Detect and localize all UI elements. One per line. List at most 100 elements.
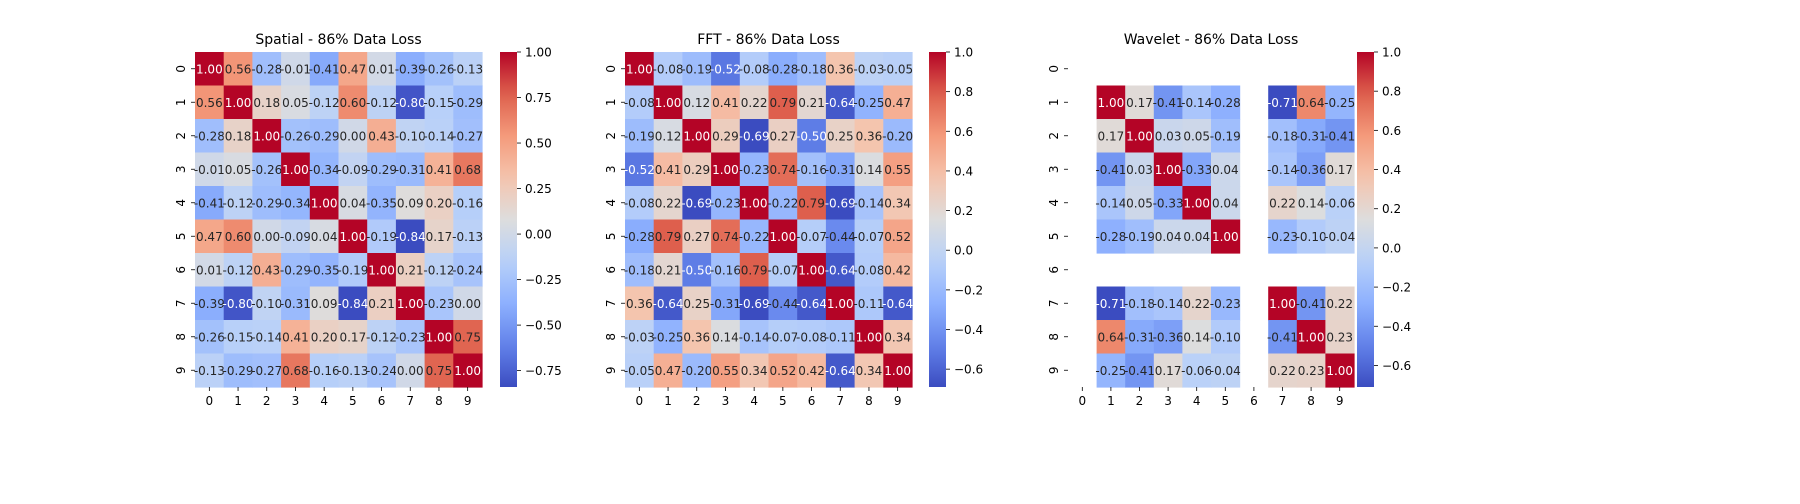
heatmap-cell xyxy=(309,353,340,388)
heatmap-cell xyxy=(797,119,827,154)
chart-title: FFT - 86% Data Loss xyxy=(697,32,840,48)
y-tick-label: 8 xyxy=(174,333,188,341)
heatmap-cell xyxy=(223,253,253,288)
cell-value-label: -0.20 xyxy=(681,364,712,378)
cell-value-label: 0.04 xyxy=(1212,163,1239,177)
heatmap-cell xyxy=(797,186,827,221)
colorbar-tick-label: 0.4 xyxy=(954,164,973,178)
heatmap-cell xyxy=(1325,286,1355,321)
cell-value-label: -0.23 xyxy=(710,196,741,210)
cell-value-label: 0.22 xyxy=(741,96,768,110)
cell-value-label: 0.17 xyxy=(1098,129,1125,143)
cell-value-label: 1.00 xyxy=(1098,96,1125,110)
heatmap-cell xyxy=(367,253,397,288)
cell-value-label: 1.00 xyxy=(311,196,338,210)
cell-value-label: 0.34 xyxy=(884,330,911,344)
cell-value-label: -0.12 xyxy=(223,196,254,210)
heatmap-cell xyxy=(195,152,225,187)
heatmap-cell xyxy=(453,186,483,221)
cell-value-label: 0.21 xyxy=(397,263,424,277)
cell-value-label: -0.12 xyxy=(223,263,254,277)
heatmap-cell xyxy=(854,186,884,221)
x-tick-label: 7 xyxy=(836,394,844,408)
y-tick-label: 4 xyxy=(1047,199,1061,207)
heatmap-cell xyxy=(682,52,712,87)
heatmap-cell xyxy=(1096,286,1126,321)
cell-value-label: 0.75 xyxy=(454,330,481,344)
cell-value-label: 0.20 xyxy=(426,196,453,210)
heatmap-cell xyxy=(395,52,426,87)
heatmap-cell xyxy=(711,52,741,87)
heatmap-cell xyxy=(1153,152,1183,187)
cell-value-label: -0.69 xyxy=(739,297,770,311)
heatmap-cell xyxy=(1153,186,1183,221)
cell-value-label: -0.08 xyxy=(853,263,884,277)
x-tick-label: 0 xyxy=(1078,394,1086,408)
y-tick-label: 0 xyxy=(174,65,188,73)
heatmap-cell xyxy=(711,152,741,187)
colorbar-tick-label: −0.2 xyxy=(1382,281,1411,295)
cell-value-label: -0.22 xyxy=(767,196,798,210)
colorbar-tick-label: 0.0 xyxy=(954,244,973,258)
cell-value-label: 0.14 xyxy=(856,163,883,177)
cell-value-label: 0.09 xyxy=(397,196,424,210)
cell-value-label: 0.43 xyxy=(253,263,280,277)
heatmap-cell xyxy=(252,353,282,388)
cell-value-label: 0.01 xyxy=(196,263,223,277)
cell-value-label: -0.03 xyxy=(853,62,884,76)
cell-value-label: -0.36 xyxy=(1296,163,1327,177)
heatmap-cell xyxy=(1182,119,1212,154)
heatmap-cell xyxy=(854,219,884,254)
cell-value-label: -0.09 xyxy=(337,163,368,177)
x-tick-label: 8 xyxy=(865,394,873,408)
cell-value-label: 0.36 xyxy=(683,330,710,344)
heatmap-cell xyxy=(825,119,856,154)
cell-value-label: -0.28 xyxy=(1210,96,1241,110)
heatmap-cell xyxy=(223,186,253,221)
heatmap-cell xyxy=(825,253,856,288)
heatmap-cell xyxy=(653,320,683,355)
heatmap-cell xyxy=(1325,85,1355,120)
heatmap-cell xyxy=(825,219,856,254)
cell-value-label: 0.21 xyxy=(798,96,825,110)
heatmap-cell xyxy=(653,353,683,388)
cell-value-label: 0.22 xyxy=(1183,297,1210,311)
y-tick-label: 6 xyxy=(174,266,188,274)
heatmap-cell xyxy=(883,253,913,288)
y-tick-label: 3 xyxy=(604,165,618,173)
heatmap-cell xyxy=(1211,119,1241,154)
heatmap-cell xyxy=(797,52,827,87)
cell-value-label: -0.39 xyxy=(194,297,225,311)
cell-value-label: 0.74 xyxy=(712,230,739,244)
heatmap-cell xyxy=(424,152,454,187)
colorbar-tick-label: 0.00 xyxy=(525,228,552,242)
heatmap-cell xyxy=(883,152,913,187)
heatmap-cell xyxy=(395,253,426,288)
x-tick-label: 7 xyxy=(1279,394,1287,408)
cell-value-label: -0.15 xyxy=(423,96,454,110)
cell-value-label: 1.00 xyxy=(856,330,883,344)
cell-value-label: -0.11 xyxy=(853,297,884,311)
heatmap-cell xyxy=(653,119,683,154)
cell-value-label: -0.26 xyxy=(251,163,282,177)
heatmap-cell xyxy=(195,52,225,87)
heatmap-cell xyxy=(739,186,770,221)
heatmap-cell xyxy=(453,286,483,321)
heatmap-cell xyxy=(653,186,683,221)
x-tick-label: 1 xyxy=(664,394,672,408)
cell-value-label: -0.27 xyxy=(251,364,282,378)
heatmap-cell xyxy=(424,52,454,87)
cell-value-label: -0.41 xyxy=(194,196,225,210)
heatmap-cell xyxy=(625,219,655,254)
heatmap-cell xyxy=(367,186,397,221)
heatmap-cell xyxy=(367,119,397,154)
heatmap-cell xyxy=(768,320,798,355)
cell-value-label: 0.29 xyxy=(683,163,710,177)
heatmap-cell xyxy=(1268,320,1298,355)
heatmap-cell xyxy=(395,219,426,254)
heatmap-cell xyxy=(1211,320,1241,355)
heatmap-cell xyxy=(883,52,913,87)
cell-value-label: -0.09 xyxy=(280,230,311,244)
heatmap-cell xyxy=(1211,286,1241,321)
